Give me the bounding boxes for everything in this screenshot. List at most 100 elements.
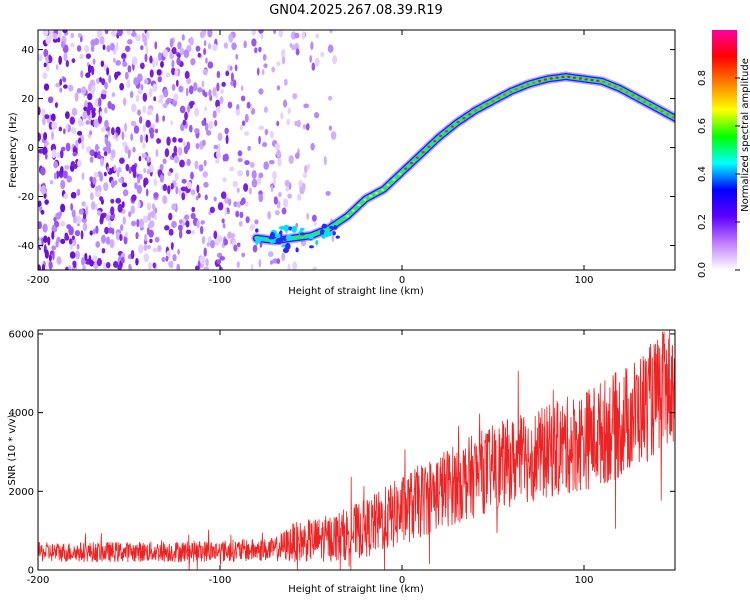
noise-point [70, 32, 75, 39]
noise-point [224, 206, 228, 217]
noise-point [203, 40, 207, 47]
noise-point [206, 242, 211, 247]
noise-point [128, 166, 132, 174]
noise-point [309, 54, 312, 64]
noise-point [76, 243, 80, 250]
noise-point [93, 151, 99, 159]
noise-point [190, 189, 196, 196]
noise-point [71, 209, 76, 218]
noise-point [332, 55, 338, 65]
noise-point [276, 120, 280, 127]
noise-point [96, 210, 101, 216]
noise-point [168, 212, 173, 221]
noise-point [102, 44, 106, 51]
noise-point [209, 206, 215, 214]
noise-point [51, 121, 58, 130]
track-cluster-point [268, 236, 275, 240]
noise-point [164, 225, 170, 231]
track-cluster-point [278, 226, 286, 230]
noise-point [124, 122, 128, 133]
track-peak [438, 134, 443, 138]
noise-point [124, 145, 130, 154]
noise-point [292, 261, 298, 270]
noise-point [92, 176, 97, 185]
noise-point [147, 108, 153, 116]
noise-point [295, 222, 299, 228]
noise-point [140, 84, 144, 91]
track-cluster-point [279, 230, 283, 235]
noise-point [224, 197, 230, 204]
noise-point [294, 32, 300, 39]
noise-point [112, 57, 117, 63]
noise-point [292, 93, 298, 100]
track-peak [671, 116, 675, 119]
noise-point [273, 178, 276, 186]
x-tick-label: 100 [574, 575, 593, 586]
noise-point [138, 244, 144, 254]
track-peak [602, 80, 606, 84]
noise-point [139, 62, 145, 70]
noise-point [243, 183, 249, 192]
noise-point [180, 186, 187, 192]
noise-point [162, 49, 169, 58]
noise-point [175, 79, 179, 87]
noise-point [131, 103, 137, 113]
noise-point [121, 182, 128, 188]
noise-point [84, 252, 88, 262]
noise-point [294, 152, 300, 160]
noise-point [41, 146, 48, 156]
noise-point [327, 95, 333, 101]
noise-point [85, 120, 90, 125]
noise-point [146, 30, 150, 39]
noise-point [263, 161, 269, 170]
noise-point [142, 92, 148, 102]
track-peak [537, 79, 542, 83]
noise-point [186, 77, 191, 85]
noise-point [77, 32, 82, 38]
noise-point [57, 37, 61, 43]
noise-point [188, 85, 194, 95]
noise-point [38, 183, 42, 192]
noise-point [186, 158, 191, 167]
noise-point [212, 43, 218, 52]
noise-point [59, 87, 63, 93]
noise-point [52, 38, 59, 43]
noise-point [305, 123, 310, 131]
noise-point [73, 163, 78, 169]
x-tick-label: 0 [399, 275, 405, 286]
noise-point [162, 103, 168, 109]
noise-point [155, 148, 159, 158]
noise-point [81, 141, 85, 150]
noise-point [71, 126, 77, 135]
noise-point [49, 30, 54, 40]
track-cluster-point [335, 235, 340, 239]
noise-point [81, 86, 87, 95]
noise-point [76, 45, 82, 52]
noise-point [124, 231, 128, 238]
noise-point [236, 261, 240, 269]
noise-point [119, 82, 125, 91]
track-peak [508, 90, 513, 93]
noise-point [97, 97, 102, 107]
noise-point [236, 187, 240, 194]
snr-y-label: SNR (10 * v/v) [7, 414, 18, 485]
noise-point [314, 57, 320, 67]
noise-point [213, 144, 219, 150]
noise-point [168, 228, 174, 236]
track-cluster-point [326, 229, 330, 235]
noise-point [190, 171, 194, 180]
snr-y-ticks: 0 2000 4000 6000 [9, 329, 675, 577]
noise-point [312, 266, 318, 270]
noise-point [91, 85, 96, 93]
noise-point [116, 170, 120, 178]
noise-point [216, 259, 222, 265]
noise-point [203, 181, 209, 188]
noise-point [115, 41, 119, 51]
noise-point [100, 213, 104, 223]
noise-point [51, 148, 57, 159]
noise-point [254, 219, 259, 225]
noise-point [60, 179, 66, 190]
noise-point [72, 151, 77, 157]
noise-point [251, 178, 258, 188]
noise-point [102, 146, 109, 152]
